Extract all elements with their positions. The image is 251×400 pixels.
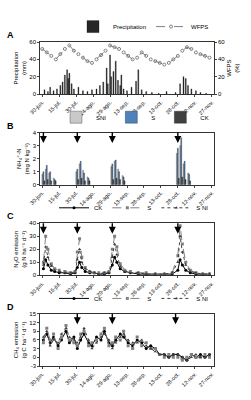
svg-text:40: 40 xyxy=(29,56,36,62)
svg-text:30-jun.: 30-jun. xyxy=(29,280,45,296)
svg-text:0: 0 xyxy=(33,91,37,97)
svg-text:13-oct.: 13-oct. xyxy=(147,99,163,115)
svg-text:14-ago.: 14-ago. xyxy=(78,99,96,117)
svg-text:29-ago.: 29-ago. xyxy=(95,99,113,117)
svg-text:28-oct.: 28-oct. xyxy=(164,190,180,206)
svg-text:28-oct.: 28-oct. xyxy=(164,99,181,116)
svg-text:1: 1 xyxy=(33,169,37,175)
svg-text:S: S xyxy=(147,205,151,211)
svg-text:13-oct.: 13-oct. xyxy=(147,190,163,206)
svg-text:CK: CK xyxy=(94,205,102,211)
svg-text:0: 0 xyxy=(33,272,37,278)
svg-text:60: 60 xyxy=(29,39,36,45)
svg-text:13-oct.: 13-oct. xyxy=(147,280,163,296)
svg-text:0: 0 xyxy=(33,354,37,360)
svg-text:15-jul.: 15-jul. xyxy=(47,99,62,114)
svg-text:6: 6 xyxy=(33,337,37,343)
svg-text:15-jul.: 15-jul. xyxy=(47,190,62,205)
svg-text:CK: CK xyxy=(200,115,208,121)
svg-text:12-nov.: 12-nov. xyxy=(181,190,198,207)
svg-text:27-nov.: 27-nov. xyxy=(197,99,215,117)
svg-text:4: 4 xyxy=(33,130,37,136)
svg-text:29-ago.: 29-ago. xyxy=(95,189,113,208)
svg-text:15-jul.: 15-jul. xyxy=(47,371,62,386)
svg-text:30-jul.: 30-jul. xyxy=(64,99,79,115)
svg-text:15-jul.: 15-jul. xyxy=(47,280,62,295)
svg-text:30-jun.: 30-jun. xyxy=(29,99,45,115)
svg-text:13-sep.: 13-sep. xyxy=(112,99,130,117)
svg-text:12-nov.: 12-nov. xyxy=(181,280,198,297)
svg-text:S NI: S NI xyxy=(196,296,208,302)
svg-text:14-ago.: 14-ago. xyxy=(78,189,96,208)
svg-text:40: 40 xyxy=(29,220,36,226)
svg-text:28-oct.: 28-oct. xyxy=(164,280,180,296)
svg-text:N₂O emission(g N ha⁻¹ d⁻¹): N₂O emission(g N ha⁻¹ d⁻¹) xyxy=(13,231,27,268)
svg-text:12: 12 xyxy=(29,320,36,326)
svg-text:20: 20 xyxy=(29,74,36,80)
svg-text:20: 20 xyxy=(29,246,36,252)
svg-text:30-jul.: 30-jul. xyxy=(64,280,79,295)
svg-text:14-ago.: 14-ago. xyxy=(78,371,96,389)
svg-text:0: 0 xyxy=(33,182,37,188)
svg-text:Precipitation: Precipitation xyxy=(113,24,146,30)
svg-text:3: 3 xyxy=(33,346,37,352)
svg-text:29-ago.: 29-ago. xyxy=(95,280,113,298)
svg-text:S NI: S NI xyxy=(196,205,208,211)
svg-text:30-jul.: 30-jul. xyxy=(64,190,79,205)
svg-text:13-sep.: 13-sep. xyxy=(112,190,130,208)
svg-text:12-nov.: 12-nov. xyxy=(181,371,198,388)
svg-text:D: D xyxy=(7,302,14,312)
svg-text:13-sep.: 13-sep. xyxy=(112,371,130,389)
svg-text:SNI: SNI xyxy=(96,115,106,121)
svg-text:CK: CK xyxy=(94,296,102,302)
svg-text:CH₄ emission(g C ha⁻¹ d⁻¹): CH₄ emission(g C ha⁻¹ d⁻¹) xyxy=(13,321,27,358)
svg-text:27-nov.: 27-nov. xyxy=(197,371,214,388)
svg-text:NH₄⁺-N(mg N kg⁻¹): NH₄⁺-N(mg N kg⁻¹) xyxy=(16,143,30,175)
svg-text:27-nov.: 27-nov. xyxy=(197,189,215,207)
svg-text:27-nov.: 27-nov. xyxy=(197,280,215,298)
svg-text:S: S xyxy=(147,296,151,302)
svg-text:2: 2 xyxy=(33,156,37,162)
svg-text:28-oct.: 28-oct. xyxy=(164,371,180,387)
svg-text:28-sep.: 28-sep. xyxy=(129,280,147,298)
svg-text:30-jun.: 30-jun. xyxy=(29,371,45,387)
svg-text:30-jun.: 30-jun. xyxy=(29,190,45,206)
svg-text:40: 40 xyxy=(218,56,225,62)
svg-text:29-ago.: 29-ago. xyxy=(95,371,113,389)
svg-text:28-sep.: 28-sep. xyxy=(129,99,147,117)
svg-text:A: A xyxy=(7,30,14,40)
svg-text:30-jul.: 30-jul. xyxy=(64,371,79,386)
svg-text:14-ago.: 14-ago. xyxy=(78,280,96,298)
svg-text:B: B xyxy=(7,121,14,131)
svg-text:12-nov.: 12-nov. xyxy=(180,99,198,117)
svg-text:-3: -3 xyxy=(31,363,37,369)
svg-text:20: 20 xyxy=(218,74,225,80)
svg-text:WFPS(%): WFPS(%) xyxy=(226,59,240,76)
svg-text:60: 60 xyxy=(218,39,225,45)
svg-text:WFPS: WFPS xyxy=(191,24,208,30)
svg-text:30: 30 xyxy=(29,233,36,239)
svg-text:28-sep.: 28-sep. xyxy=(129,190,147,208)
svg-text:13-sep.: 13-sep. xyxy=(112,280,130,298)
svg-text:S: S xyxy=(151,115,155,121)
svg-text:3: 3 xyxy=(33,143,37,149)
svg-text:C: C xyxy=(7,211,14,221)
svg-text:13-oct.: 13-oct. xyxy=(147,371,163,387)
svg-text:10: 10 xyxy=(29,259,36,265)
svg-text:Precipitation(mm): Precipitation(mm) xyxy=(13,52,27,85)
svg-text:15: 15 xyxy=(29,311,36,317)
svg-text:28-sep.: 28-sep. xyxy=(129,371,147,389)
svg-text:9: 9 xyxy=(33,328,37,334)
svg-text:0: 0 xyxy=(218,91,222,97)
